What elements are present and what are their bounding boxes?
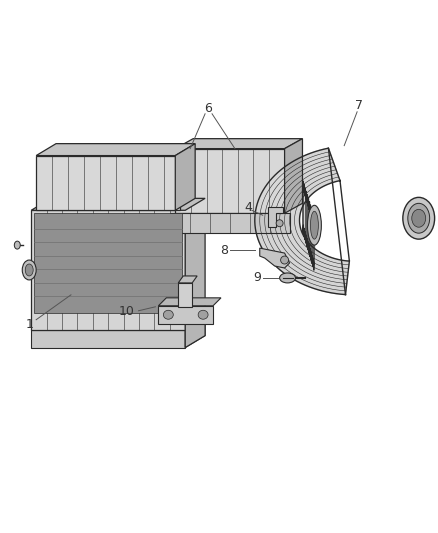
- Bar: [175, 149, 284, 213]
- Text: 10: 10: [118, 305, 134, 318]
- Bar: [31, 330, 185, 348]
- Polygon shape: [175, 139, 302, 149]
- Polygon shape: [185, 318, 205, 348]
- Polygon shape: [158, 298, 220, 306]
- Text: 9: 9: [252, 271, 260, 285]
- Bar: [36, 156, 180, 211]
- Bar: [31, 211, 185, 330]
- Ellipse shape: [276, 220, 283, 227]
- Bar: [178, 283, 192, 307]
- Text: 1: 1: [25, 318, 33, 331]
- Polygon shape: [31, 198, 205, 211]
- Ellipse shape: [25, 264, 33, 276]
- Ellipse shape: [22, 260, 36, 280]
- Ellipse shape: [198, 310, 208, 319]
- Text: 8: 8: [219, 244, 227, 256]
- Polygon shape: [36, 144, 195, 156]
- Polygon shape: [254, 148, 349, 295]
- Polygon shape: [178, 276, 197, 283]
- Bar: [34, 213, 182, 313]
- Ellipse shape: [14, 241, 20, 249]
- Ellipse shape: [402, 197, 434, 239]
- Bar: [170, 213, 289, 233]
- Text: 4: 4: [244, 201, 251, 214]
- Ellipse shape: [407, 203, 429, 233]
- Ellipse shape: [279, 273, 295, 283]
- Ellipse shape: [280, 256, 288, 264]
- Ellipse shape: [411, 209, 425, 227]
- Text: 7: 7: [354, 99, 362, 112]
- Polygon shape: [267, 207, 282, 227]
- Ellipse shape: [163, 310, 173, 319]
- Text: 6: 6: [204, 102, 212, 115]
- Polygon shape: [284, 139, 302, 213]
- Ellipse shape: [307, 205, 321, 245]
- Polygon shape: [185, 198, 205, 348]
- Bar: [158, 306, 212, 324]
- Polygon shape: [31, 318, 205, 330]
- Polygon shape: [175, 144, 195, 211]
- Polygon shape: [259, 248, 289, 268]
- Ellipse shape: [310, 211, 318, 239]
